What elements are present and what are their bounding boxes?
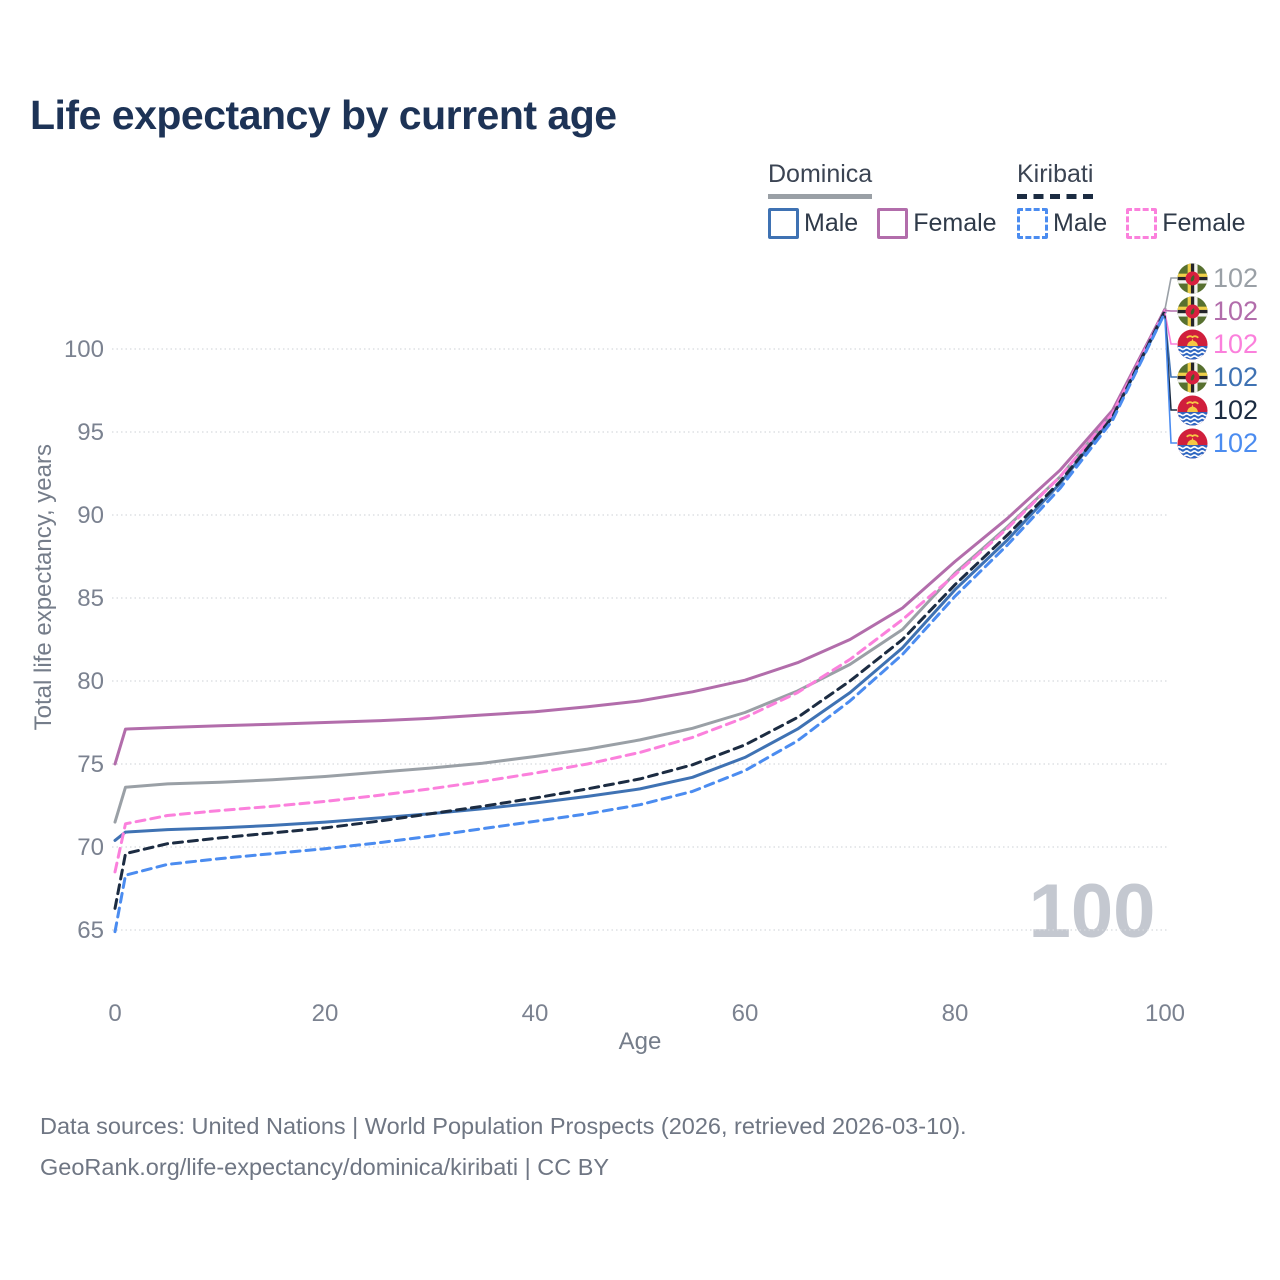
x-tick-60: 60 — [732, 1000, 759, 1027]
y-tick-90: 90 — [77, 502, 104, 529]
end-label-kiribati-female: 102 — [1177, 328, 1258, 360]
end-value-kiribati-female: 102 — [1213, 328, 1259, 359]
y-tick-70: 70 — [77, 834, 104, 861]
dominica-flag-icon — [1177, 262, 1208, 294]
footer: Data sources: United Nations | World Pop… — [40, 1106, 967, 1188]
end-value-dominica-male: 102 — [1213, 361, 1259, 392]
checkbox-kiribati-female[interactable] — [1126, 208, 1158, 239]
x-tick-20: 20 — [312, 1000, 339, 1027]
y-tick-65: 65 — [77, 917, 104, 944]
kiribati-flag-icon — [1177, 427, 1208, 459]
x-axis-title: Age — [618, 1028, 662, 1055]
kiribati-flag-icon — [1177, 328, 1208, 360]
footer-sources: Data sources: United Nations | World Pop… — [40, 1113, 967, 1139]
checkbox-dominica-female[interactable] — [877, 208, 909, 239]
y-tick-85: 85 — [77, 585, 104, 612]
legend-label-kiribati-male: Male — [1053, 209, 1108, 237]
legend-label-dominica-male: Male — [804, 209, 859, 237]
legend-group-kiribati: Kiribati Male Female — [1017, 160, 1246, 239]
series-line-dominica-female — [113, 307, 1167, 766]
legend-country-dominica: Dominica — [768, 160, 873, 199]
checkbox-dominica-male[interactable] — [768, 208, 799, 239]
end-value-dominica: 102 — [1213, 262, 1259, 293]
leader-line-kiribati-female — [1164, 313, 1177, 345]
series-line-kiribati-female — [113, 309, 1167, 874]
legend-group-dominica: Dominica Male Female — [768, 160, 997, 239]
legend-label-dominica-female: Female — [913, 209, 997, 237]
series-line-dominica — [113, 307, 1167, 824]
y-tick-95: 95 — [77, 419, 104, 446]
leader-line-dominica-female — [1164, 309, 1177, 312]
legend-label-kiribati-female: Female — [1162, 209, 1246, 237]
page-title: Life expectancy by current age — [30, 92, 617, 138]
end-label-dominica-male: 102 — [1177, 361, 1258, 393]
y-tick-100: 100 — [64, 336, 104, 363]
end-value-dominica-female: 102 — [1213, 295, 1259, 326]
series-line-kiribati-male — [113, 311, 1167, 934]
series-line-kiribati — [113, 309, 1167, 910]
end-label-dominica-female: 102 — [1177, 295, 1258, 327]
end-value-kiribati: 102 — [1213, 394, 1259, 425]
end-label-dominica: 102 — [1177, 262, 1258, 294]
x-tick-80: 80 — [942, 1000, 969, 1027]
dominica-flag-icon — [1177, 295, 1208, 327]
y-tick-75: 75 — [77, 751, 104, 778]
footer-attribution: GeoRank.org/life-expectancy/dominica/kir… — [40, 1154, 610, 1180]
checkbox-kiribati-male[interactable] — [1017, 208, 1048, 239]
series-line-dominica-male — [113, 311, 1167, 842]
y-tick-80: 80 — [77, 668, 104, 695]
end-label-kiribati: 102 — [1177, 394, 1258, 426]
leader-line-dominica — [1164, 277, 1177, 310]
x-tick-40: 40 — [522, 1000, 549, 1027]
end-label-kiribati-male: 102 — [1177, 427, 1258, 459]
age-watermark: 100 — [1028, 869, 1156, 954]
kiribati-flag-icon — [1177, 394, 1208, 426]
leader-line-kiribati-male — [1164, 318, 1177, 444]
end-value-kiribati-male: 102 — [1213, 427, 1259, 458]
legend-country-kiribati: Kiribati — [1017, 160, 1094, 199]
x-tick-100: 100 — [1145, 1000, 1185, 1027]
dominica-flag-icon — [1177, 361, 1208, 393]
x-tick-0: 0 — [108, 1000, 121, 1027]
